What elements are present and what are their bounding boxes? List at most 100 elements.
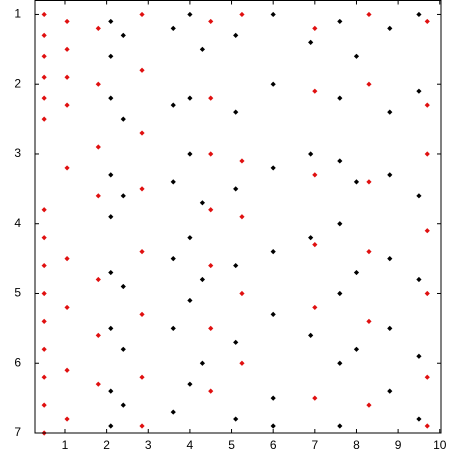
scatter-point	[120, 346, 126, 352]
scatter-point	[270, 81, 276, 87]
scatter-point	[41, 235, 47, 241]
x-tick-label: 5	[228, 438, 235, 452]
scatter-point	[208, 262, 214, 269]
scatter-point	[239, 158, 245, 164]
scatter-point	[64, 416, 70, 422]
scatter-point	[139, 186, 145, 192]
scatter-point	[95, 332, 101, 338]
scatter-point	[41, 74, 47, 80]
scatter-point	[353, 53, 360, 59]
scatter-point	[41, 290, 47, 297]
scatter-point	[312, 88, 318, 94]
x-tick-label: 10	[433, 438, 447, 452]
scatter-point	[208, 18, 214, 25]
scatter-point	[41, 318, 47, 324]
scatter-point	[64, 304, 70, 311]
scatter-point	[239, 360, 245, 366]
y-tick-label: 5	[14, 286, 21, 300]
x-tick-label: 1	[62, 438, 69, 452]
scatter-point	[95, 25, 101, 32]
scatter-point	[337, 423, 343, 429]
scatter-point	[64, 74, 70, 80]
scatter-point	[170, 25, 176, 32]
scatter-point	[139, 130, 145, 136]
scatter-point	[64, 367, 70, 373]
scatter-point	[199, 200, 205, 206]
scatter-point	[187, 297, 193, 304]
scatter-point	[416, 416, 422, 422]
scatter-point	[366, 249, 372, 255]
x-tick-label: 2	[103, 438, 110, 452]
scatter-point	[187, 151, 193, 157]
x-tick-label: 3	[145, 438, 152, 452]
scatter-point	[108, 423, 114, 429]
scatter-point	[424, 374, 430, 380]
scatter-point	[170, 179, 176, 185]
scatter-point	[95, 276, 101, 283]
scatter-point	[108, 53, 114, 59]
scatter-point	[120, 116, 126, 122]
plot-marks	[41, 11, 430, 436]
scatter-point	[139, 67, 145, 73]
scatter-point	[233, 416, 239, 422]
scatter-point	[312, 25, 318, 32]
scatter-point	[387, 25, 393, 32]
scatter-point	[41, 95, 47, 101]
scatter-point	[387, 109, 393, 115]
scatter-point	[308, 332, 314, 338]
y-tick-label: 1	[14, 7, 21, 21]
scatter-point	[233, 109, 239, 115]
scatter-point	[41, 207, 47, 213]
scatter-point	[208, 95, 214, 101]
scatter-point	[187, 381, 193, 387]
scatter-point	[139, 11, 145, 18]
scatter-point	[387, 388, 393, 394]
scatter-point	[41, 11, 47, 18]
scatter-point	[41, 262, 47, 269]
scatter-point	[239, 11, 245, 18]
x-tick-label: 9	[395, 438, 402, 452]
scatter-point	[187, 235, 193, 241]
scatter-point	[337, 158, 343, 164]
scatter-point	[424, 423, 430, 429]
scatter-point	[366, 179, 372, 185]
scatter-point	[199, 276, 205, 283]
scatter-point	[416, 193, 422, 199]
scatter-point	[95, 81, 101, 87]
scatter-point	[312, 304, 318, 311]
scatter-point	[416, 11, 422, 18]
scatter-point	[139, 374, 145, 380]
scatter-point	[387, 172, 393, 178]
scatter-point	[64, 18, 70, 25]
scatter-point	[95, 193, 101, 199]
scatter-point	[233, 339, 239, 345]
scatter-point	[120, 193, 126, 199]
scatter-point	[139, 311, 145, 318]
scatter-point	[312, 395, 318, 401]
scatter-point	[416, 353, 422, 359]
scatter-point	[233, 262, 239, 269]
scatter-point	[64, 165, 70, 171]
scatter-point	[64, 102, 70, 108]
scatter-point	[208, 151, 214, 157]
scatter-point	[41, 116, 47, 122]
scatter-point	[95, 144, 101, 150]
y-tick-label: 3	[14, 146, 21, 160]
scatter-point	[120, 402, 126, 408]
scatter-point	[108, 95, 114, 101]
scatter-point	[312, 172, 318, 178]
x-tick-label: 8	[353, 438, 360, 452]
x-tick-label: 4	[187, 438, 194, 452]
y-tick-label: 7	[14, 425, 21, 439]
scatter-point	[108, 18, 114, 25]
scatter-point	[41, 53, 47, 59]
scatter-point	[208, 207, 214, 213]
y-tick-label: 2	[14, 76, 21, 90]
scatter-point	[353, 346, 360, 352]
scatter-point	[424, 18, 430, 25]
scatter-point	[416, 88, 422, 94]
scatter-point	[366, 318, 372, 324]
scatter-point	[208, 325, 214, 331]
